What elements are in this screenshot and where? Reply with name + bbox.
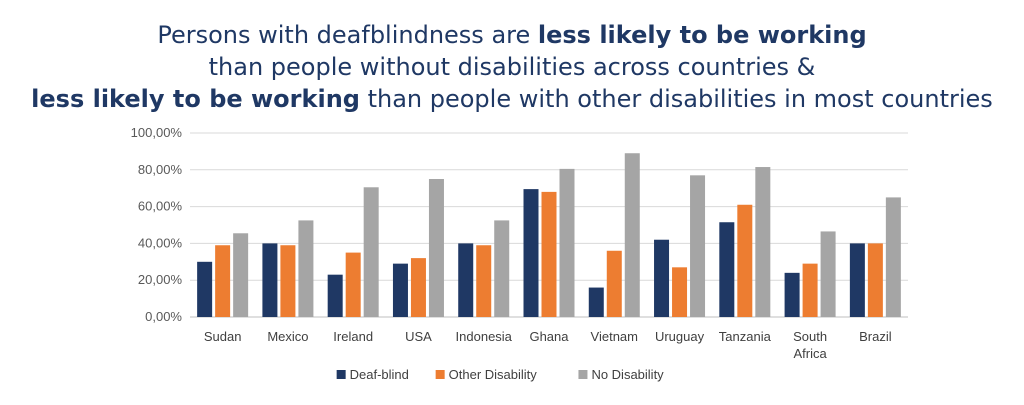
- bar-uruguay-other-disability: [672, 267, 688, 317]
- bar-tanzania-other-disability: [737, 204, 753, 317]
- y-tick-label: 80,00%: [138, 162, 183, 177]
- bar-mexico-no-disability: [298, 220, 314, 317]
- x-axis: Sudan Mexico Ireland USA Indonesia Ghana Vietn…: [204, 329, 892, 361]
- legend-label: Deaf-blind: [350, 367, 409, 382]
- legend: Deaf-blind Other Disability No Disability: [336, 367, 664, 382]
- bar-ghana-other-disability: [541, 191, 557, 317]
- title-line-3: less likely to be working than people wi…: [0, 84, 1024, 114]
- title-line-3-bold: less likely to be working: [31, 85, 360, 113]
- title-line-1-bold: less likely to be working: [537, 21, 867, 49]
- bar-indonesia-no-disability: [494, 220, 510, 317]
- x-tick-label-tanzania: Tanzania: [719, 329, 772, 344]
- bar-usa-no-disability: [428, 179, 444, 317]
- legend-item-deaf-blind: Deaf-blind: [336, 367, 409, 382]
- bar-south-africa-other-disability: [802, 263, 818, 317]
- legend-swatch: [336, 370, 346, 379]
- bar-sudan-deaf-blind: [197, 261, 213, 317]
- x-tick-label-sudan: Sudan: [204, 329, 242, 344]
- x-tick-label-brazil: Brazil: [859, 329, 892, 344]
- bar-usa-deaf-blind: [392, 263, 408, 317]
- x-tick-label-usa: USA: [405, 329, 432, 344]
- bar-tanzania-no-disability: [755, 167, 771, 317]
- title-line-3-regular: than people with other disabilities in m…: [359, 85, 993, 113]
- bar-brazil-no-disability: [885, 197, 901, 317]
- bar-brazil-other-disability: [867, 243, 883, 317]
- x-tick-label-ghana: Ghana: [529, 329, 569, 344]
- bar-vietnam-deaf-blind: [588, 287, 604, 317]
- bar-indonesia-other-disability: [476, 245, 492, 317]
- bar-sudan-other-disability: [215, 245, 231, 317]
- x-tick-label-mexico: Mexico: [267, 329, 308, 344]
- bar-uruguay-no-disability: [690, 175, 706, 317]
- bar-uruguay-deaf-blind: [654, 239, 670, 317]
- y-tick-label: 40,00%: [138, 235, 183, 250]
- title-line-2: than people without disabilities across …: [208, 53, 816, 81]
- y-tick-label: 60,00%: [138, 199, 183, 214]
- bar-ireland-deaf-blind: [327, 274, 343, 317]
- x-tick-label-indonesia: Indonesia: [456, 329, 513, 344]
- bar-brazil-deaf-blind: [849, 243, 865, 317]
- bar-ghana-deaf-blind: [523, 189, 539, 317]
- bar-ireland-no-disability: [363, 187, 379, 317]
- bar-vietnam-other-disability: [606, 250, 622, 317]
- title-line-1: Persons with deafblindness are less like…: [0, 20, 1024, 50]
- bar-sudan-no-disability: [233, 233, 249, 317]
- x-tick-label-uruguay: Uruguay: [655, 329, 705, 344]
- bar-usa-other-disability: [410, 258, 426, 317]
- legend-item-no-disability: No Disability: [578, 367, 664, 382]
- x-tick-label-vietnam: Vietnam: [591, 329, 638, 344]
- bar-mexico-other-disability: [280, 245, 296, 317]
- legend-item-other-disability: Other Disability: [435, 367, 538, 382]
- legend-swatch: [435, 370, 445, 379]
- x-tick-label-south-africa: South Africa: [793, 329, 827, 361]
- legend-swatch: [578, 370, 588, 379]
- legend-label: No Disability: [591, 367, 664, 382]
- y-tick-label: 20,00%: [138, 272, 183, 287]
- bar-south-africa-deaf-blind: [784, 272, 800, 317]
- legend-label: Other Disability: [449, 367, 538, 382]
- bar-indonesia-deaf-blind: [458, 243, 474, 317]
- bars: [197, 153, 901, 317]
- x-tick-label-ireland: Ireland: [333, 329, 373, 344]
- bar-tanzania-deaf-blind: [719, 222, 735, 317]
- bar-south-africa-no-disability: [820, 231, 836, 317]
- y-tick-label: 0,00%: [145, 309, 182, 324]
- bar-ireland-other-disability: [345, 252, 361, 317]
- bar-vietnam-no-disability: [624, 153, 640, 317]
- bar-mexico-deaf-blind: [262, 243, 278, 317]
- title-line-1-regular: Persons with deafblindness are: [157, 21, 538, 49]
- y-tick-label: 100,00%: [131, 125, 183, 140]
- y-axis: 0,00% 20,00% 40,00% 60,00% 80,00% 100,00%: [131, 125, 183, 324]
- bar-ghana-no-disability: [559, 168, 575, 317]
